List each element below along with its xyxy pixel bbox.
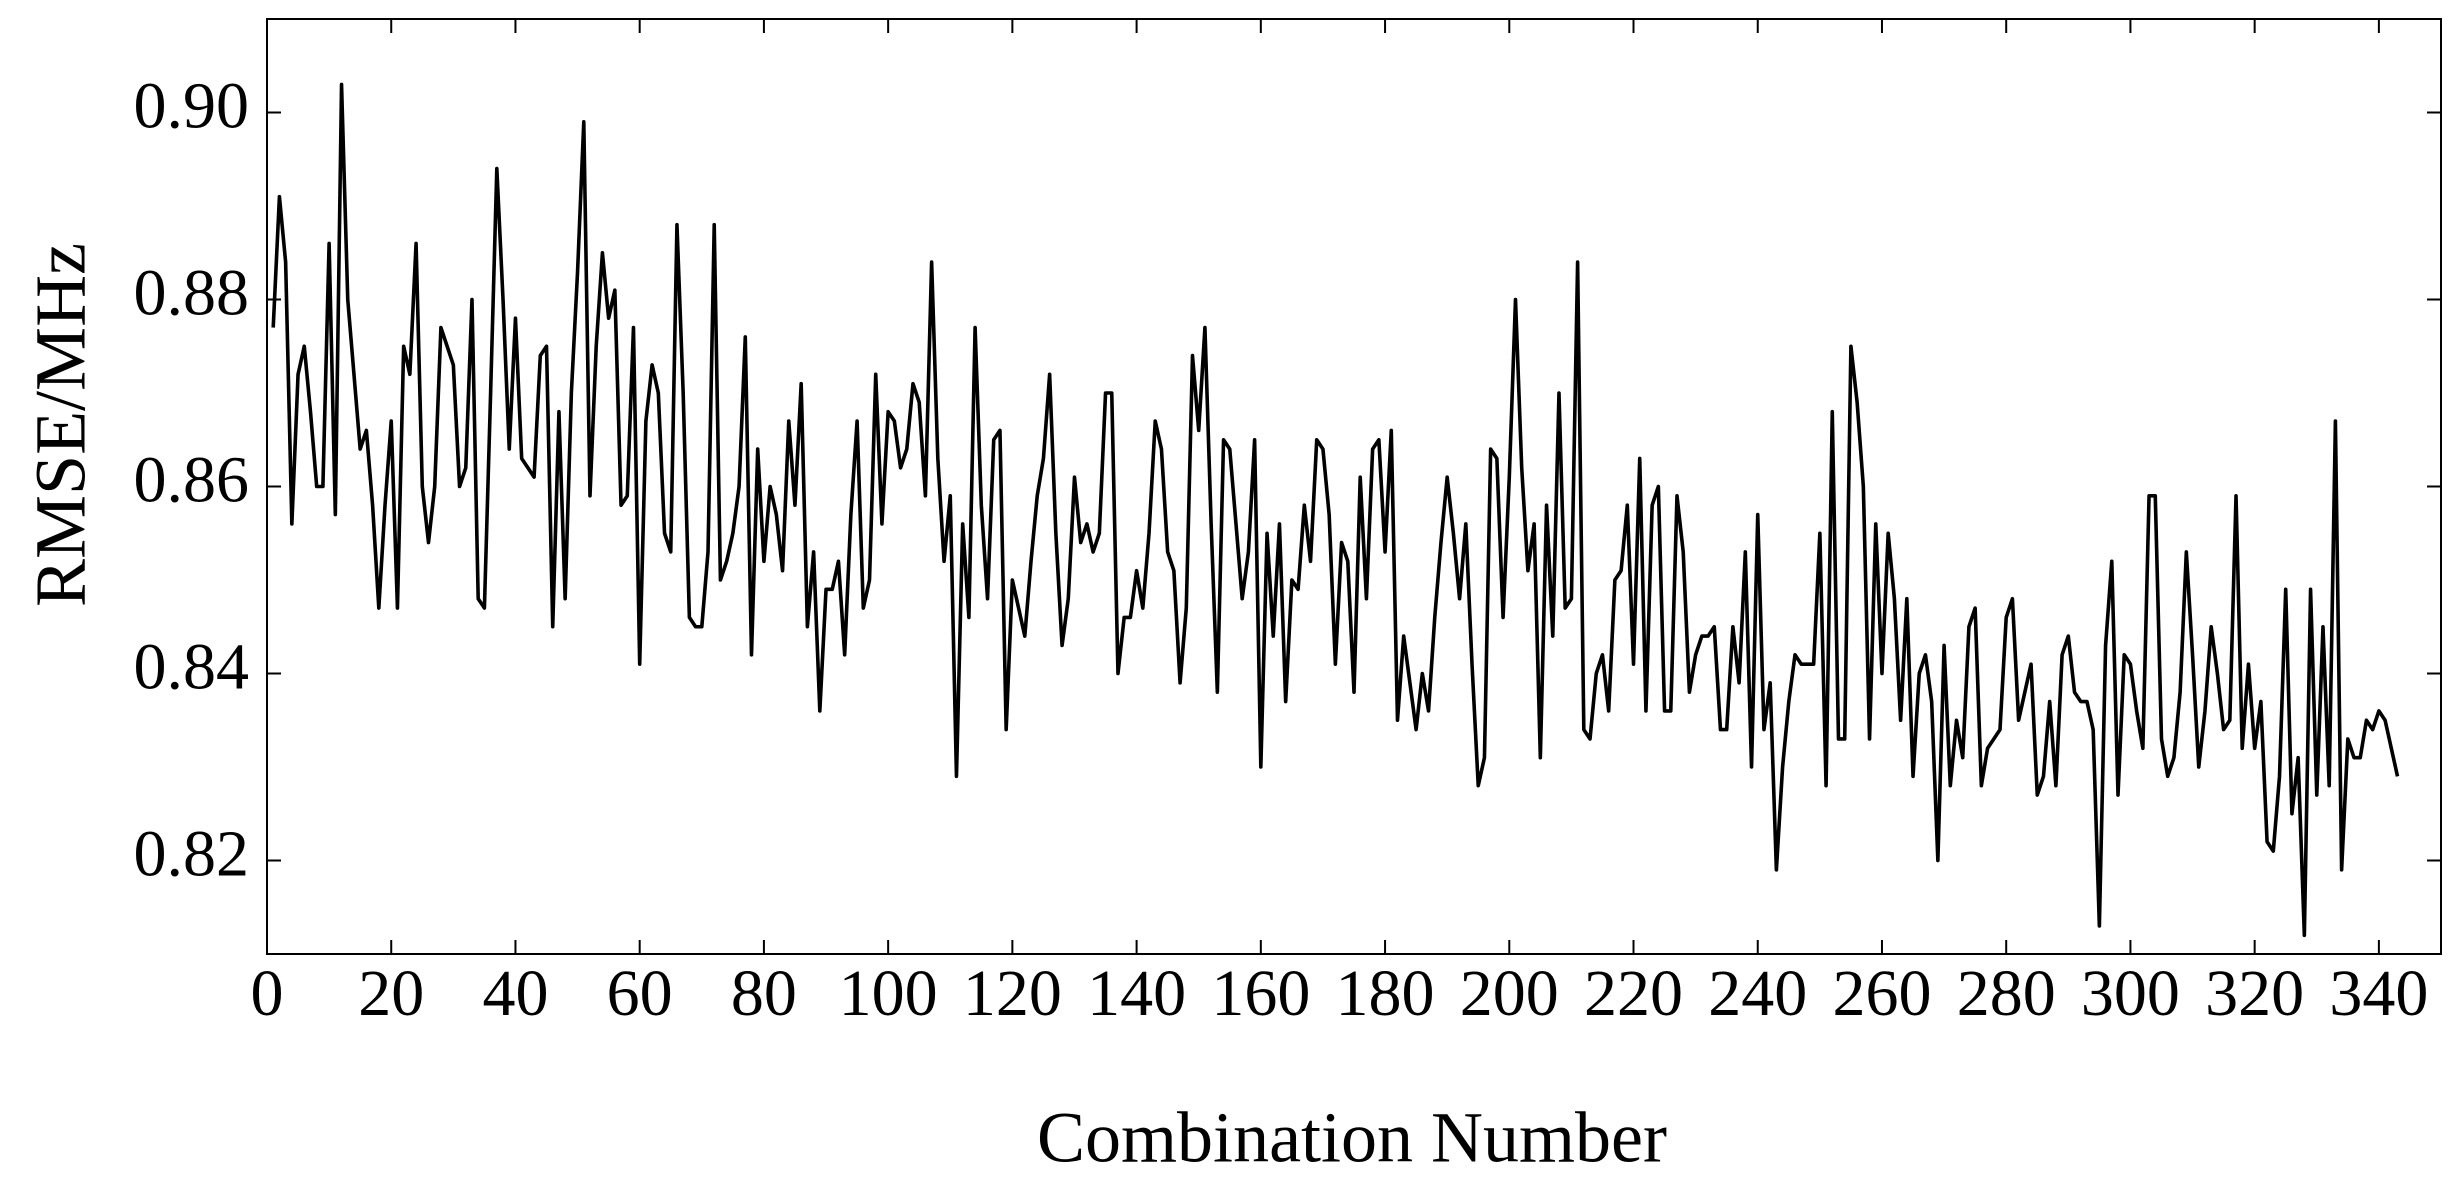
- x-tick-label: 180: [1336, 957, 1435, 1030]
- x-tick-label: 260: [1832, 957, 1931, 1030]
- y-tick-label: 0.88: [134, 257, 250, 330]
- x-tick-label: 0: [251, 957, 284, 1030]
- x-tick-label: 60: [607, 957, 673, 1030]
- x-tick-label: 80: [731, 957, 797, 1030]
- y-tick-label: 0.82: [134, 818, 250, 891]
- x-tick-label: 200: [1460, 957, 1559, 1030]
- x-tick-label: 160: [1211, 957, 1310, 1030]
- y-tick-label: 0.86: [134, 444, 250, 517]
- x-tick-label: 340: [2329, 957, 2428, 1030]
- y-tick-label: 0.90: [134, 70, 250, 143]
- x-tick-label: 140: [1087, 957, 1186, 1030]
- x-tick-label: 20: [358, 957, 424, 1030]
- data-line: [271, 82, 2400, 938]
- y-axis-label: RMSE/MHz: [21, 243, 101, 607]
- x-tick-label: 220: [1584, 957, 1683, 1030]
- x-tick-label: 120: [963, 957, 1062, 1030]
- x-tick-label: 40: [482, 957, 548, 1030]
- y-tick-label: 0.84: [134, 631, 250, 704]
- x-axis-label: Combination Number: [1037, 1098, 1667, 1178]
- x-tick-label: 300: [2081, 957, 2180, 1030]
- x-tick-label: 240: [1708, 957, 1807, 1030]
- plot-frame: [266, 18, 2442, 955]
- x-tick-label: 320: [2205, 957, 2304, 1030]
- x-tick-label: 100: [839, 957, 938, 1030]
- x-tick-label: 280: [1957, 957, 2056, 1030]
